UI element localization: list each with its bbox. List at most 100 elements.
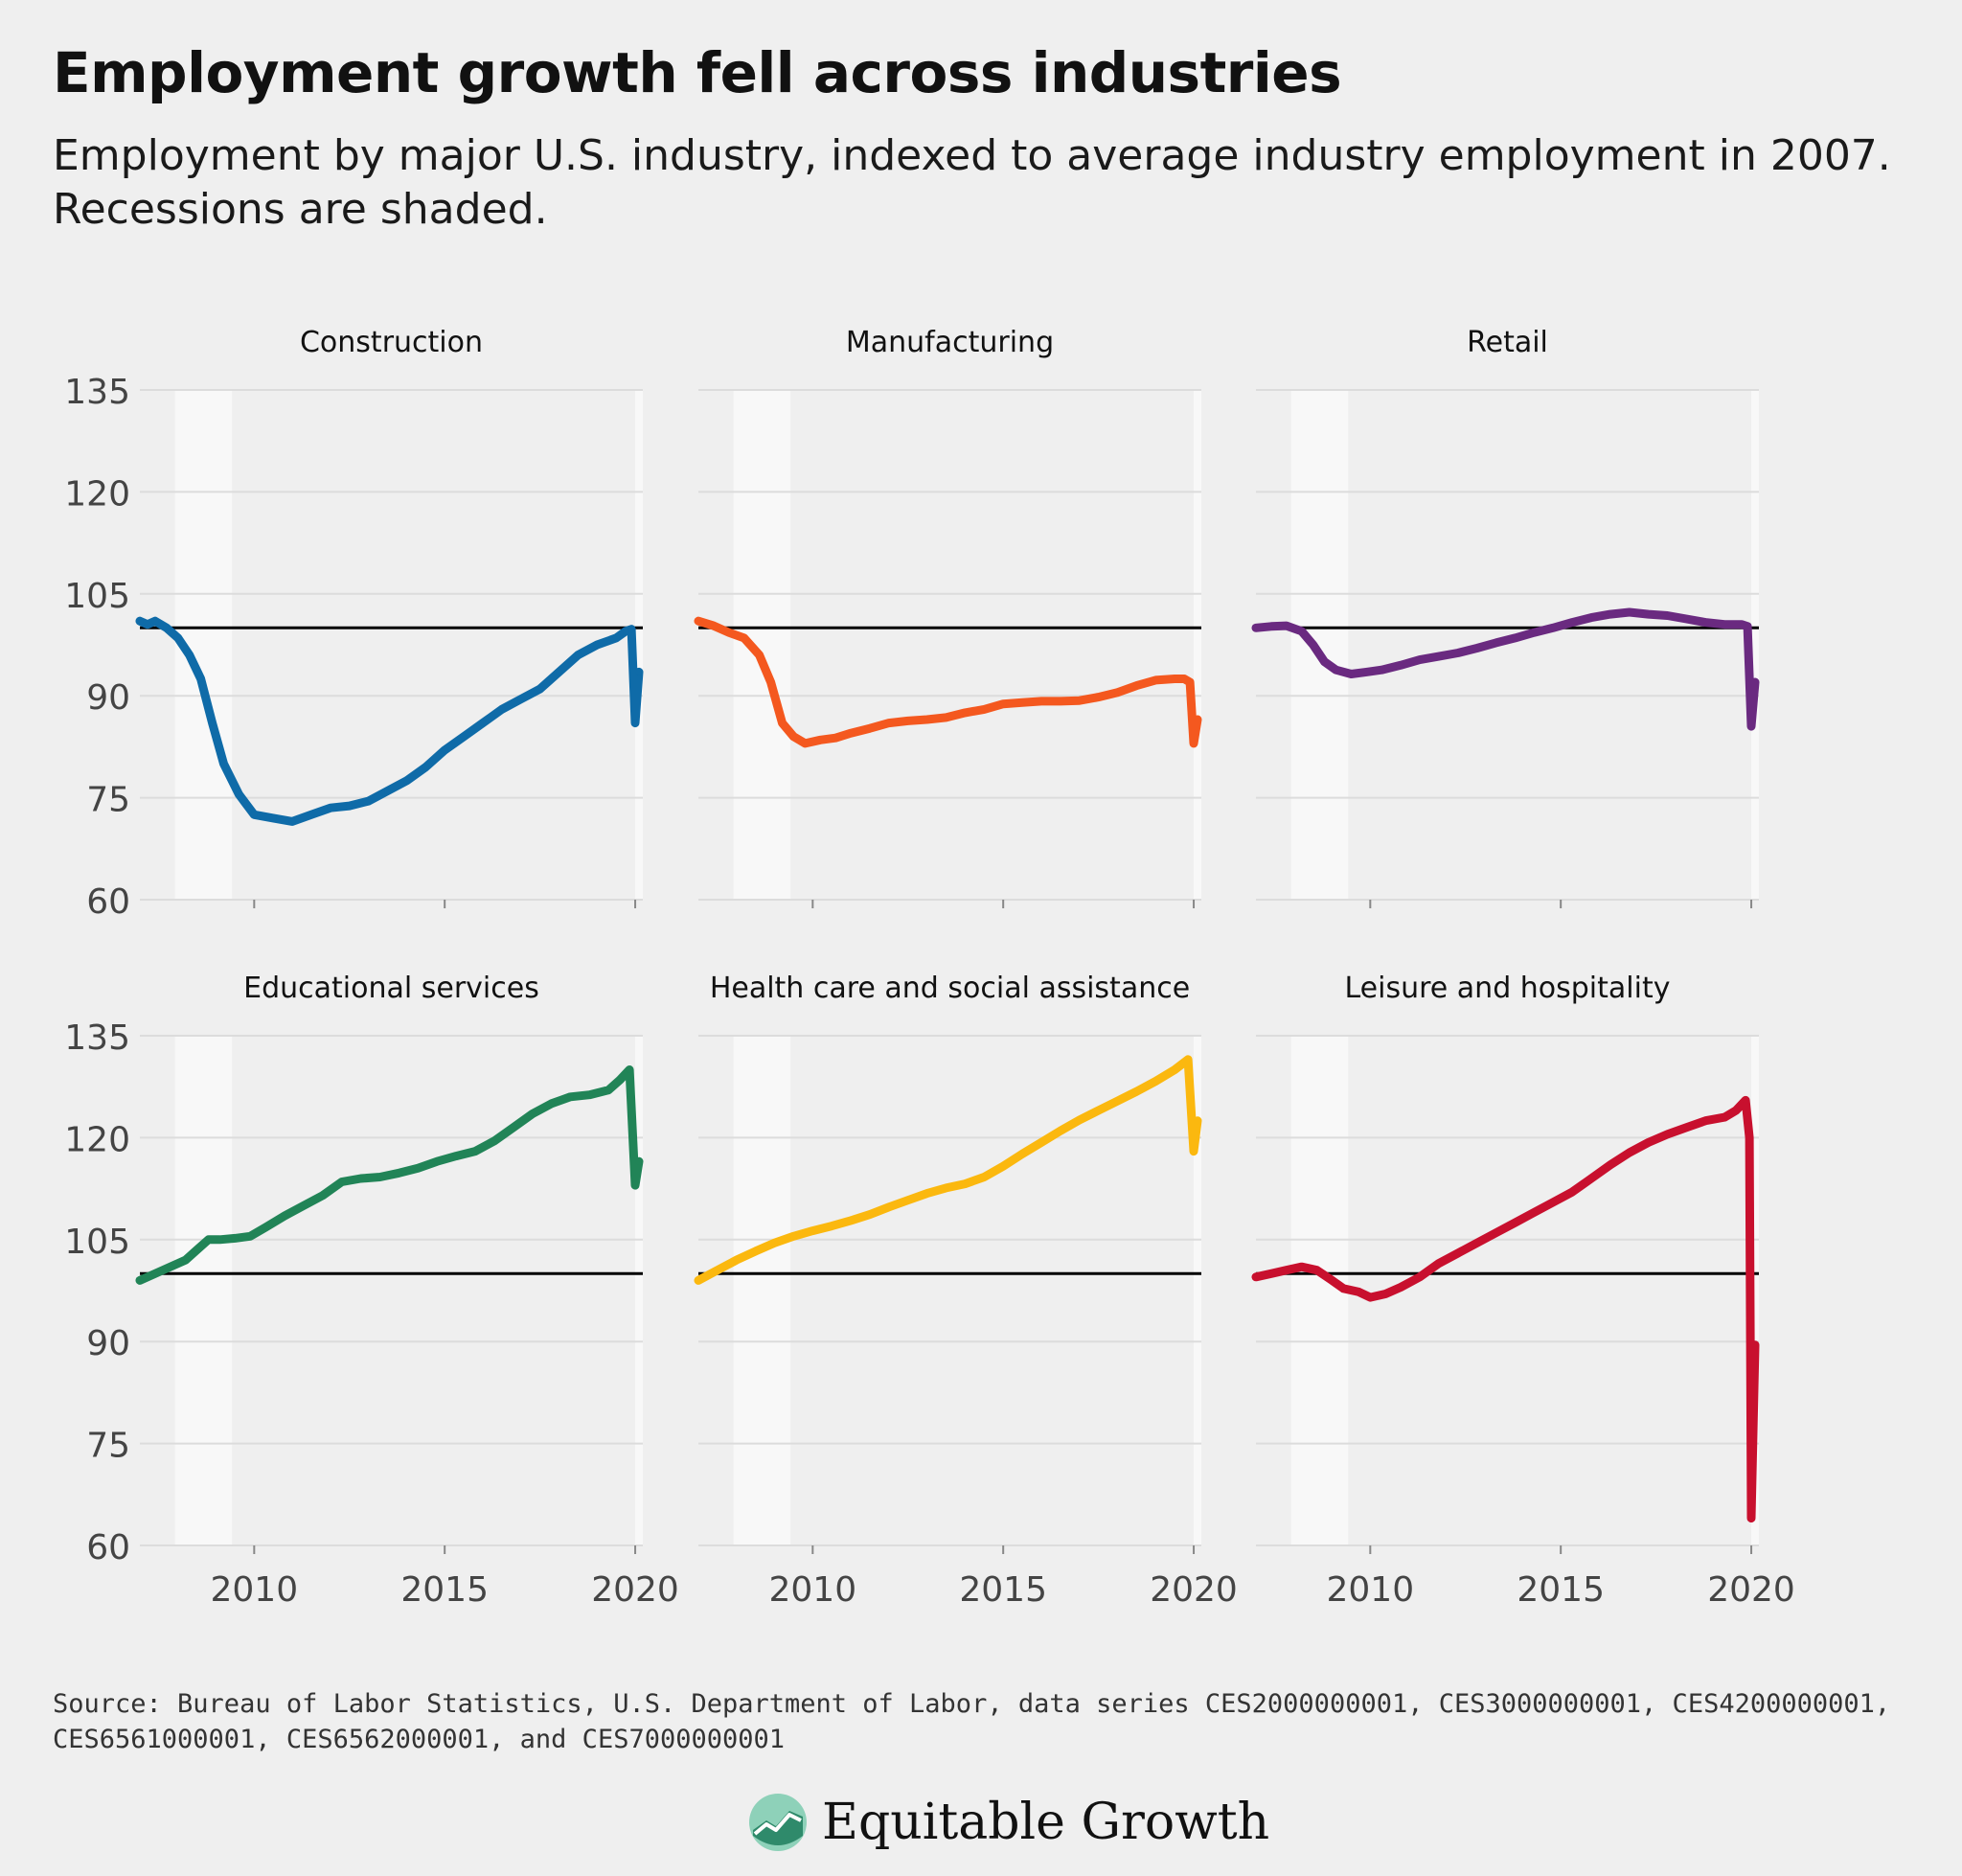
data-point — [1435, 1260, 1443, 1268]
data-point — [1607, 610, 1614, 618]
data-point — [904, 1197, 912, 1204]
data-point — [414, 1164, 422, 1172]
data-point — [999, 700, 1007, 708]
data-point — [943, 714, 950, 721]
data-point — [365, 797, 373, 805]
recession-band — [733, 1036, 791, 1545]
recession-band — [1194, 1036, 1201, 1545]
data-point — [1329, 1276, 1336, 1284]
data-point — [262, 1224, 269, 1231]
data-point — [789, 733, 797, 741]
chart-title: Employment growth fell across industries — [53, 40, 1342, 105]
data-point — [1664, 1131, 1672, 1138]
data-point — [1626, 1149, 1633, 1156]
data-point — [1114, 1097, 1121, 1105]
data-point — [1682, 1124, 1690, 1132]
data-point — [1194, 716, 1201, 723]
panel-title: Retail — [1467, 326, 1548, 359]
data-point — [144, 621, 151, 629]
brand-name: Equitable Growth — [822, 1794, 1270, 1851]
data-point — [395, 1169, 402, 1177]
data-point — [1095, 694, 1103, 701]
data-point — [1321, 658, 1329, 666]
data-point — [136, 617, 144, 625]
data-point — [695, 617, 702, 625]
recession-band — [1751, 390, 1759, 900]
data-point — [197, 675, 205, 682]
data-point — [1018, 698, 1026, 706]
data-point — [627, 626, 635, 633]
data-point — [885, 720, 893, 727]
data-point — [885, 1203, 893, 1211]
data-point — [1184, 1056, 1192, 1064]
data-point — [1435, 652, 1443, 660]
y-tick-label: 90 — [86, 678, 130, 718]
data-point — [151, 1270, 159, 1277]
data-point — [1252, 624, 1260, 631]
data-point — [961, 709, 969, 717]
data-point — [288, 817, 296, 825]
recession-band — [635, 390, 643, 900]
data-point — [828, 1223, 835, 1230]
data-point — [1310, 641, 1317, 649]
data-point — [1076, 1116, 1084, 1124]
data-point — [866, 724, 874, 732]
data-point — [1283, 1267, 1290, 1274]
data-point — [1283, 622, 1290, 629]
data-point — [217, 1236, 224, 1244]
data-point — [1366, 1293, 1374, 1301]
data-point — [1549, 624, 1557, 631]
data-point — [250, 811, 258, 818]
data-point — [943, 1184, 950, 1192]
data-point — [961, 1180, 969, 1188]
brand: Equitable Growth — [747, 1792, 1269, 1853]
data-point — [1416, 656, 1424, 664]
data-point — [1152, 1078, 1159, 1086]
x-tick-label: 2010 — [1327, 1570, 1415, 1610]
data-point — [1339, 1285, 1347, 1293]
data-point — [710, 622, 718, 629]
data-point — [479, 720, 487, 727]
y-tick-label: 135 — [64, 1018, 130, 1058]
data-point — [281, 1212, 288, 1220]
data-point — [205, 1236, 213, 1244]
data-point — [1313, 1267, 1321, 1274]
data-point — [1180, 675, 1188, 682]
data-point — [635, 1157, 643, 1165]
data-point — [1355, 1288, 1362, 1295]
data-point — [1732, 1107, 1740, 1114]
data-point — [904, 717, 912, 724]
data-point — [490, 1137, 498, 1145]
data-point — [1362, 668, 1370, 675]
data-point — [980, 1174, 988, 1181]
data-point — [1473, 645, 1481, 652]
data-point — [441, 746, 448, 754]
data-point — [1038, 698, 1045, 705]
data-point — [767, 678, 775, 686]
data-point — [1190, 740, 1198, 747]
data-point — [510, 1124, 517, 1132]
data-point — [1057, 1127, 1064, 1134]
recession-band — [635, 1036, 643, 1545]
data-point — [574, 652, 582, 659]
data-point — [209, 720, 217, 727]
data-point — [346, 802, 354, 810]
data-point — [1152, 676, 1159, 684]
data-point — [471, 1148, 479, 1155]
data-point — [220, 760, 227, 767]
data-point — [924, 716, 931, 723]
data-point — [1267, 1270, 1275, 1277]
data-point — [631, 1181, 639, 1189]
data-point — [536, 685, 544, 693]
data-point — [714, 1267, 721, 1274]
x-tick-label: 2020 — [1707, 1570, 1795, 1610]
data-point — [1473, 1239, 1481, 1247]
data-point — [756, 652, 764, 659]
data-point — [1738, 621, 1745, 629]
data-point — [422, 764, 429, 771]
data-point — [1381, 1291, 1389, 1298]
data-point — [1742, 1096, 1749, 1104]
panel-manufacturing: Manufacturing — [694, 326, 1202, 908]
data-point — [1190, 1148, 1198, 1155]
data-point — [631, 720, 639, 727]
